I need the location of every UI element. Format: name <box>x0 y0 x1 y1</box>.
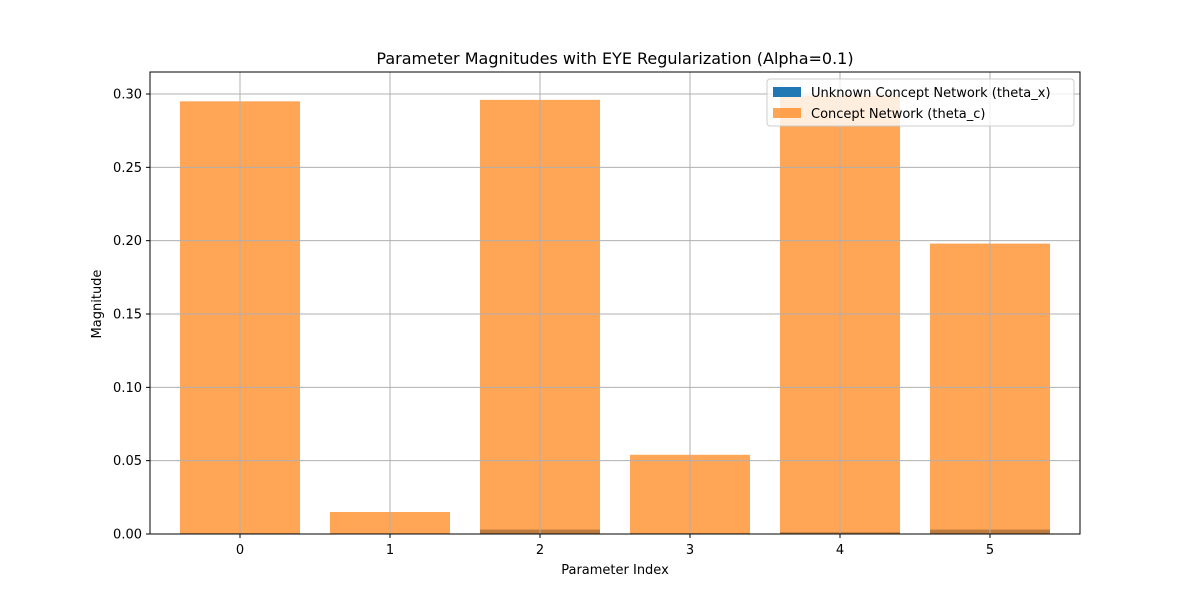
x-axis-label: Parameter Index <box>561 563 669 578</box>
y-tick-label: 0.00 <box>113 528 142 543</box>
y-tick-label: 0.05 <box>113 454 142 469</box>
legend-label: Unknown Concept Network (theta_x) <box>811 86 1051 101</box>
legend: Unknown Concept Network (theta_x) Concept… <box>767 79 1074 126</box>
x-tick-label: 2 <box>536 543 544 558</box>
x-tick-label: 0 <box>236 543 244 558</box>
legend-swatch <box>773 108 801 118</box>
x-tick-label: 3 <box>686 543 694 558</box>
chart-title: Parameter Magnitudes with EYE Regulariza… <box>376 49 853 68</box>
x-tick-label: 1 <box>386 543 394 558</box>
y-axis-label: Magnitude <box>90 270 105 339</box>
y-tick-label: 0.20 <box>113 234 142 249</box>
legend-label: Concept Network (theta_c) <box>811 107 986 122</box>
legend-swatch <box>773 87 801 97</box>
y-tick-label: 0.25 <box>113 161 142 176</box>
x-tick-label: 5 <box>986 543 994 558</box>
y-tick-label: 0.15 <box>113 308 142 323</box>
y-tick-label: 0.30 <box>113 88 142 103</box>
x-tick-label: 4 <box>836 543 844 558</box>
y-tick-label: 0.10 <box>113 381 142 396</box>
